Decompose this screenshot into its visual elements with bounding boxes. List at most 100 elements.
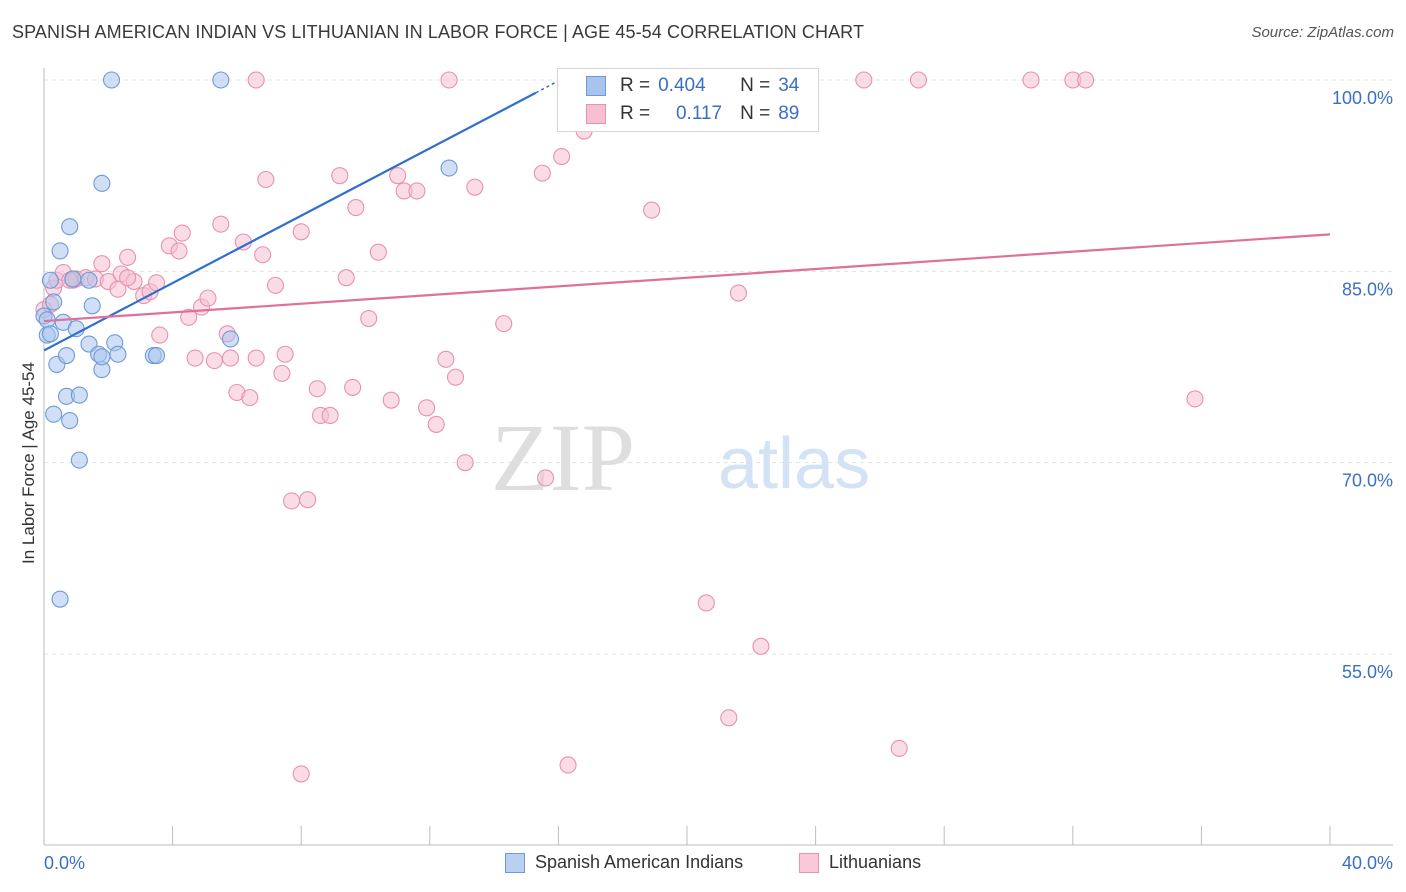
spanish-american-indian-point [51, 590, 69, 608]
lithuanian-point [151, 326, 169, 344]
lithuanian-point [247, 71, 265, 89]
lithuanian-point [186, 349, 204, 367]
legend-n-label: N = [740, 103, 771, 124]
lithuanian-point [909, 71, 928, 89]
lithuanian-point [389, 167, 407, 185]
lithuanian-point [456, 454, 474, 472]
spanish-american-indian-point [57, 346, 76, 365]
bottom-legend-label: Spanish American Indians [535, 852, 744, 872]
y-tick-label: 85.0% [1342, 279, 1393, 299]
lithuanian-point [254, 246, 272, 264]
spanish-american-indian-point [440, 159, 458, 177]
spanish-american-indian-point [212, 71, 230, 89]
lithuanian-point [466, 178, 484, 196]
y-tick-label: 70.0% [1342, 471, 1393, 491]
bottom-legend-swatch-pink [799, 852, 819, 873]
lithuanian-point [553, 147, 571, 166]
legend-n-value: 89 [778, 103, 800, 124]
lithuanian-point [344, 378, 362, 396]
lithuanian-point [369, 243, 387, 261]
lithuanian-point [170, 242, 188, 260]
lithuanian-point [331, 167, 349, 185]
spanish-american-indians-points [35, 71, 458, 608]
lithuanian-point [221, 349, 240, 367]
spanish-american-indian-point [61, 412, 79, 430]
legend-n-label: N = [740, 75, 771, 96]
lithuanian-point [729, 284, 747, 302]
correlation-legend: R = 0.404 N = 34 R = 0.117 N = 89 [557, 68, 819, 132]
watermark-zip: ZIP [491, 404, 635, 511]
spanish-american-indian-point [70, 386, 88, 404]
lithuanian-point [273, 364, 291, 382]
grid-lines [44, 79, 1393, 655]
lithuanian-point [292, 223, 310, 241]
lithuanian-point [180, 308, 198, 326]
legend-row-lithuanians: R = 0.117 N = 89 [558, 102, 799, 126]
legend-swatch-pink [586, 104, 606, 124]
watermark: ZIP atlas [491, 404, 870, 511]
spanish-american-indians-trend-extension [535, 81, 556, 94]
legend-r-label: R = [620, 75, 651, 96]
lithuanian-point [321, 406, 339, 425]
spanish-american-indian-point [70, 451, 88, 469]
lithuanian-point [212, 215, 230, 233]
lithuanian-point [437, 350, 455, 368]
lithuanian-point [720, 709, 738, 727]
lithuanian-point [752, 637, 770, 655]
axes [43, 68, 1393, 846]
lithuanian-point [276, 345, 294, 363]
spanish-american-indian-point [93, 348, 111, 366]
lithuanian-point [257, 170, 275, 189]
spanish-american-indian-point [45, 293, 63, 311]
lithuanian-point [337, 269, 355, 287]
spanish-american-indian-point [93, 174, 111, 192]
spanish-american-indian-point [80, 271, 98, 289]
lithuanian-point [559, 756, 577, 774]
lithuanian-point [199, 289, 217, 307]
watermark-atlas: atlas [718, 424, 870, 504]
bottom-legend-spanish-american-indians: Spanish American Indians [505, 852, 743, 873]
spanish-american-indian-point [147, 346, 166, 365]
bottom-legend-lithuanians: Lithuanians [799, 852, 921, 873]
lithuanian-point [308, 380, 326, 398]
spanish-american-indian-point [61, 218, 79, 236]
legend-r-label: R = [620, 103, 651, 124]
lithuanian-point [119, 269, 137, 287]
legend-r-value: 0.404 [658, 75, 706, 96]
lithuanian-point [1077, 71, 1095, 89]
spanish-american-indian-point [41, 271, 59, 289]
spanish-american-indian-point [51, 242, 69, 260]
lithuanian-point [283, 492, 301, 510]
bottom-legend-label: Lithuanians [829, 852, 922, 872]
lithuanian-point [418, 399, 436, 417]
lithuanian-point [382, 391, 400, 409]
spanish-american-indian-point [64, 270, 82, 288]
lithuanian-point [890, 739, 908, 757]
lithuanian-point [266, 276, 285, 294]
spanish-american-indian-point [83, 297, 101, 315]
lithuanian-point [205, 352, 223, 370]
lithuanian-point [299, 491, 317, 509]
source-credit: Source: ZipAtlas.com [1251, 24, 1394, 41]
spanish-american-indian-point [221, 330, 240, 348]
lithuanian-point [408, 182, 426, 200]
spanish-american-indian-point [45, 405, 63, 423]
lithuanian-point [93, 255, 111, 273]
lithuanian-point [241, 389, 259, 407]
lithuanian-point [536, 469, 555, 487]
spanish-american-indian-point [102, 71, 121, 89]
legend-swatch-blue [586, 76, 606, 96]
bottom-legend-swatch-blue [505, 852, 525, 873]
y-tick-label: 55.0% [1342, 662, 1393, 682]
trend-lines [43, 81, 1331, 352]
legend-row-spanish-american-indians: R = 0.404 N = 34 [558, 74, 799, 98]
legend-n-value: 34 [778, 75, 800, 96]
lithuanian-point [119, 248, 137, 266]
lithuanian-point [440, 71, 458, 89]
lithuanian-point [697, 594, 715, 612]
lithuanian-point [347, 199, 365, 217]
lithuanian-point [173, 224, 191, 242]
legend-r-value: 0.117 [675, 103, 723, 124]
lithuanian-point [855, 71, 873, 89]
